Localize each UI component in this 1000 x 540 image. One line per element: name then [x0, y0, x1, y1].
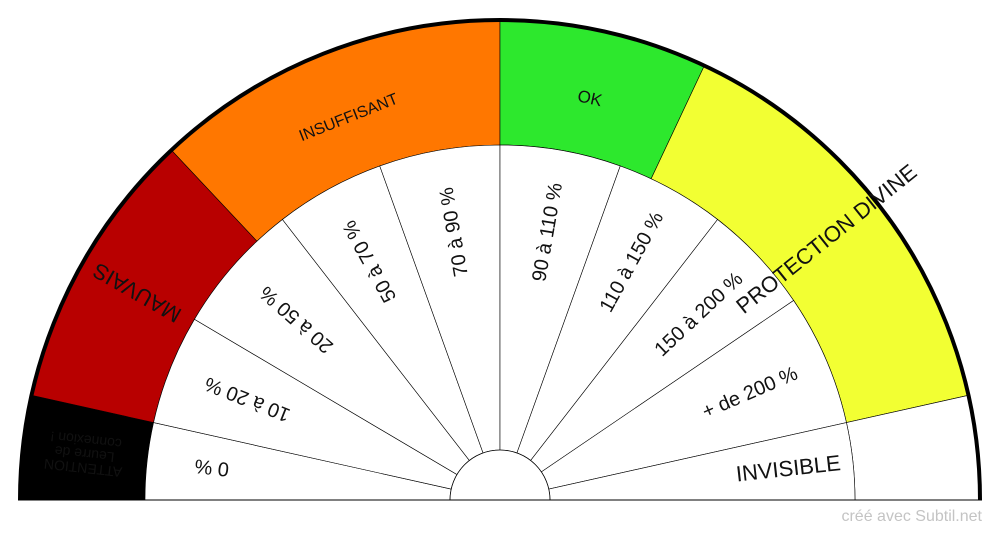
credit-footer: créé avec Subtil.net: [841, 508, 982, 525]
wedge-label-0: 0 %: [193, 454, 230, 480]
outer-rim: [18, 18, 982, 501]
category-label-0: ATTENTIONLeurre deconnexion !: [43, 428, 126, 480]
hub: [449, 449, 551, 501]
